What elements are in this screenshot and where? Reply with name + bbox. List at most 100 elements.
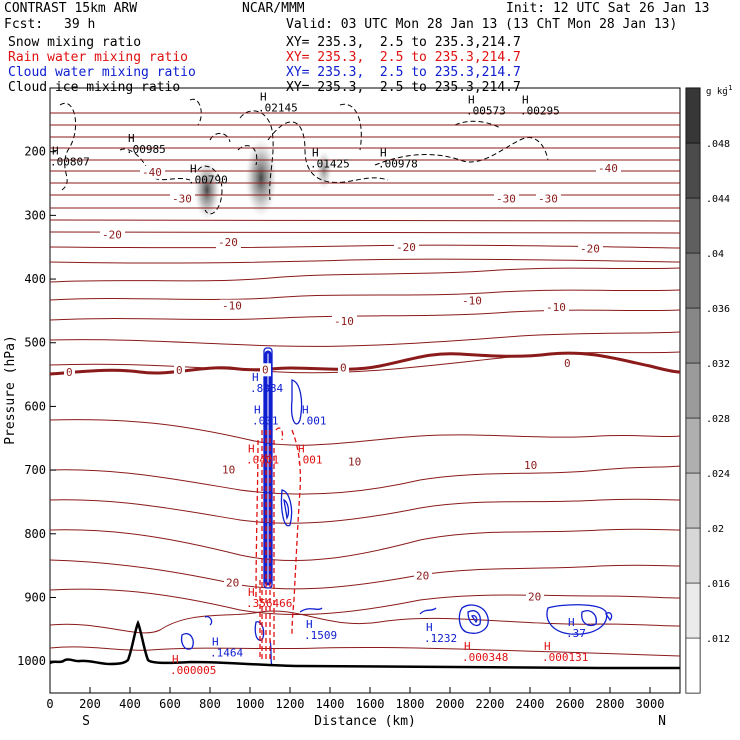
x-tick-label: 600 <box>159 697 181 711</box>
y-tick-label: 600 <box>24 399 46 413</box>
colorbar-label: .016 <box>706 579 730 590</box>
temperature-label: 0 <box>340 361 347 374</box>
cloud-water-max-label: .1232 <box>424 632 457 645</box>
temperature-label: -10 <box>222 300 242 313</box>
x-tick-label: 2800 <box>596 697 625 711</box>
x-tick-label: 2600 <box>556 697 585 711</box>
snow-shading <box>194 138 332 220</box>
cloud-water-max-label: .1464 <box>210 647 243 660</box>
temperature-label: -10 <box>462 295 482 308</box>
rain-contours <box>255 427 302 660</box>
legend-rain-label: Rain water mixing ratio <box>8 50 189 65</box>
temperature-label: -40 <box>142 166 162 179</box>
cloud-water-max-label: .37 <box>566 627 586 640</box>
legend-snow-xy: XY= 235.3, 2.5 to 235.3,214.7 <box>286 35 521 50</box>
snow-max-label: .00978 <box>378 158 418 171</box>
temperature-label: -10 <box>546 301 566 314</box>
legend-snow-label: Snow mixing ratio <box>8 35 142 50</box>
snow-max-label-h-marker: H <box>312 147 319 160</box>
colorbar-swatch <box>685 582 701 639</box>
colorbar-label: .048 <box>706 139 730 150</box>
temperature-label: -20 <box>396 241 416 254</box>
colorbar-swatches <box>685 87 701 694</box>
snow-max-label-h-marker: H <box>52 145 59 158</box>
y-tick-label: 200 <box>24 145 46 159</box>
colorbar-label: .032 <box>706 359 730 370</box>
temp-label-bg <box>224 576 242 590</box>
x-tick-label: 800 <box>199 697 221 711</box>
snow-max-label: .00807 <box>50 156 90 169</box>
y-tick-label: 300 <box>24 208 46 222</box>
colorbar-swatch <box>685 197 701 254</box>
y-tick-label: 1000 <box>17 654 46 668</box>
temp-label-bg <box>332 314 357 328</box>
snow-max-label-h-marker: H <box>128 132 135 145</box>
temperature-label: 10 <box>524 459 537 472</box>
colorbar-swatch <box>685 472 701 529</box>
snow-max-label: .01425 <box>310 158 350 171</box>
x-tick-label: 400 <box>119 697 141 711</box>
temp-label-bg <box>562 356 573 370</box>
cloud-water-max-label: .8384 <box>250 382 283 395</box>
temperature-contours <box>49 112 681 657</box>
snow-max-label-h-marker: H <box>522 94 529 107</box>
rain-max-label: .0401 <box>246 454 279 467</box>
colorbar <box>685 87 701 694</box>
snow-max-label-h-marker: H <box>190 163 197 176</box>
cloud-water-max-label: .001 <box>300 414 327 427</box>
colorbar-label: .036 <box>706 304 730 315</box>
terrain-line <box>49 619 680 670</box>
rain-max-label: .000005 <box>170 664 216 677</box>
legend-cloud-ice-xy: XY= 235.3, 2.5 to 235.3,214.7 <box>286 80 521 95</box>
colorbar-unit: g kg <box>706 87 728 97</box>
cloud-water-max-label-h-marker: H <box>568 616 575 629</box>
x-tick-label: 2400 <box>516 697 545 711</box>
x-tick-label: 1000 <box>236 697 265 711</box>
legend-cloud-water-label: Cloud water mixing ratio <box>8 65 196 80</box>
temp-label-bg <box>522 458 540 472</box>
forecast-label: Fcst: <box>4 17 44 32</box>
colorbar-label: .02 <box>706 524 724 535</box>
rain-max-label-h-marker: H <box>464 640 471 653</box>
temp-label-bg <box>174 363 185 377</box>
y-axis-title: Pressure (hPa) <box>3 335 18 445</box>
cloud-water-max-label-h-marker: H <box>306 618 313 631</box>
rain-max-label: .001 <box>296 454 323 467</box>
temp-label-bg <box>100 228 125 242</box>
temp-label-bg <box>536 192 561 206</box>
forecast-hour: 39 h <box>64 17 96 32</box>
temperature-label: -30 <box>496 193 516 206</box>
y-tick-label: 900 <box>24 590 46 604</box>
colorbar-label: .028 <box>706 414 730 425</box>
temperature-label: -30 <box>172 193 192 206</box>
temp-label-bg <box>220 299 245 313</box>
cloud-water-max-label-h-marker: H <box>212 636 219 649</box>
x-tick-label: 2000 <box>436 697 465 711</box>
temp-label-bg <box>596 162 621 176</box>
init-time: Init: 12 UTC Sat 26 Jan 13 <box>506 1 710 16</box>
temp-label-bg <box>64 365 75 379</box>
temperature-label: 0 <box>262 363 269 376</box>
temperature-label: 0 <box>176 364 183 377</box>
colorbar-label: .044 <box>706 194 730 205</box>
freezing-level-line <box>49 351 681 376</box>
model-title: CONTRAST 15km ARW <box>4 1 138 16</box>
valid-time: Valid: 03 UTC Mon 28 Jan 13 (13 ChT Mon … <box>286 17 678 32</box>
temp-label-bg <box>216 235 241 249</box>
colorbar-swatch <box>685 362 701 419</box>
colorbar-label: .024 <box>706 469 730 480</box>
cloud-water-max-label-h-marker: H <box>254 403 261 416</box>
temperature-label: 0 <box>66 366 73 379</box>
temperature-label: -30 <box>538 193 558 206</box>
x-tick-label: 0 <box>46 697 53 711</box>
legend-cloud-water-xy: XY= 235.3, 2.5 to 235.3,214.7 <box>286 65 521 80</box>
cloud-water-max-label-h-marker: H <box>252 371 259 384</box>
rain-max-label: .356466 <box>246 597 292 610</box>
rain-max-label-h-marker: H <box>544 640 551 653</box>
temperature-label: -20 <box>218 236 238 249</box>
colorbar-swatch <box>685 307 701 364</box>
rain-max-label-h-marker: H <box>248 586 255 599</box>
rain-max-label-h-marker: H <box>248 443 255 456</box>
organization-label: NCAR/MMM <box>242 1 305 16</box>
